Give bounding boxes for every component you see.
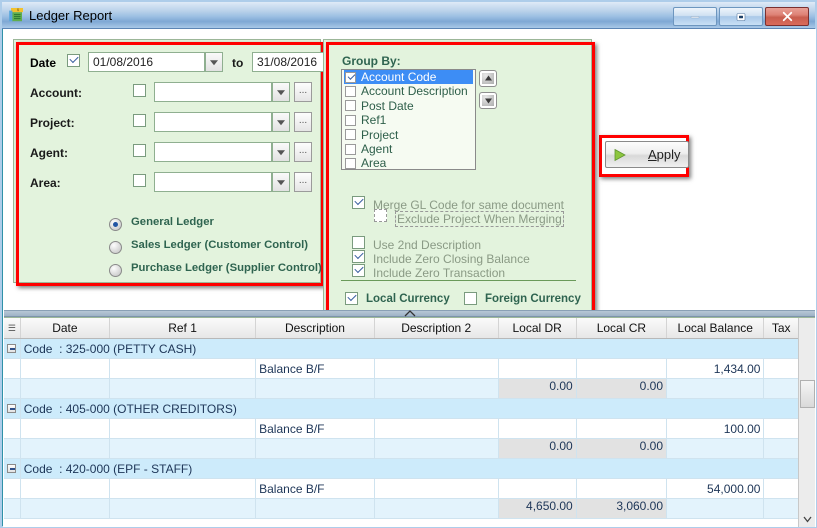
svg-text:$: $	[17, 8, 19, 12]
